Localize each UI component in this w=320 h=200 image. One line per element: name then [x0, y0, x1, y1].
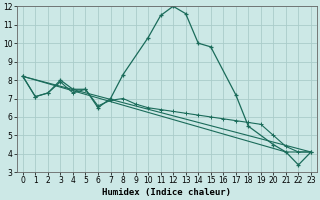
X-axis label: Humidex (Indice chaleur): Humidex (Indice chaleur): [102, 188, 231, 197]
